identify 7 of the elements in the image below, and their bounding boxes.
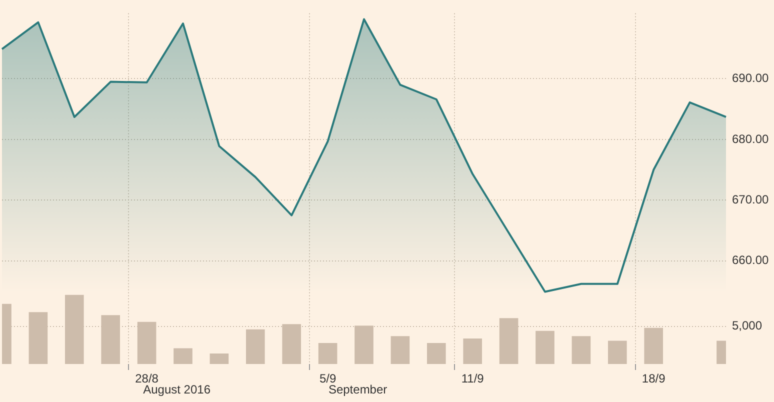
y-tick-label: 660.00 [732, 253, 770, 268]
y-tick-label: 680.00 [732, 132, 770, 146]
x-tick-label: 11/9 [461, 372, 484, 386]
y2-tick-label: 5,000 [732, 318, 762, 333]
x-tick-label: 18/9 [642, 372, 666, 386]
y-tick-label: 670.00 [732, 192, 770, 206]
y-tick-label: 690.00 [732, 71, 770, 86]
